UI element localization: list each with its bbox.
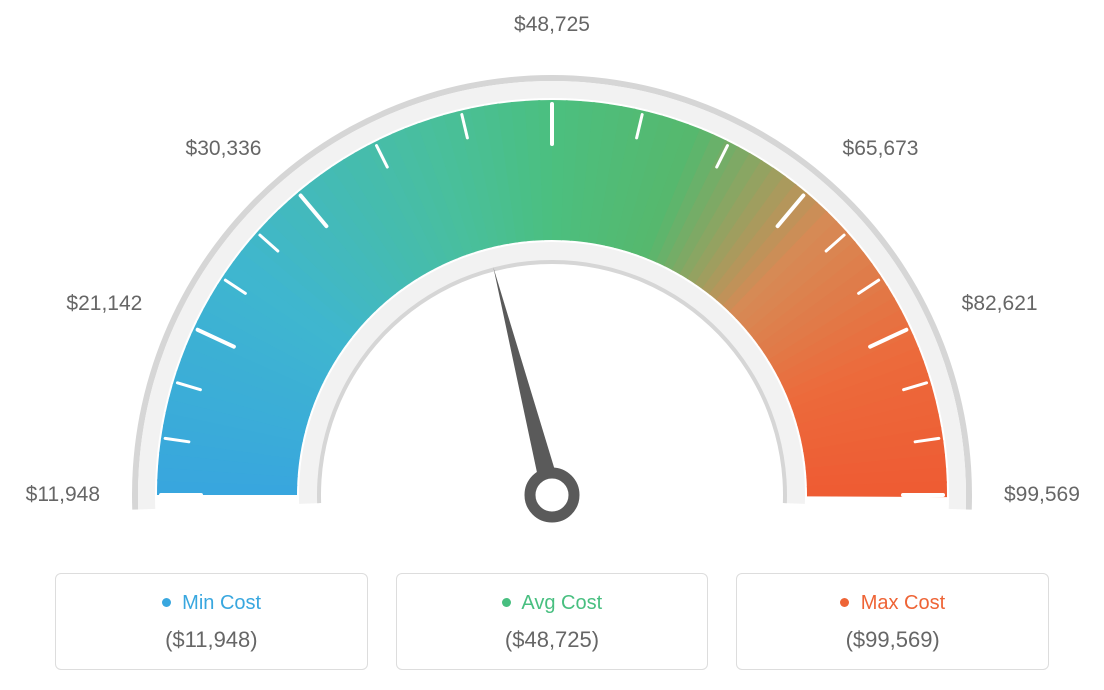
cost-gauge-container: $11,948 $21,142 $30,336 $48,725 $65,673 $82,6… <box>0 0 1104 690</box>
legend-avg-title: Avg Cost <box>407 592 698 615</box>
legend-max-label: Max Cost <box>861 592 945 614</box>
scale-label: $30,336 <box>186 137 262 161</box>
legend-card-min: Min Cost ($11,948) <box>55 573 368 670</box>
scale-label: $99,569 <box>1004 483 1080 507</box>
scale-label: $82,621 <box>962 292 1038 316</box>
legend-min-label: Min Cost <box>182 592 261 614</box>
legend-avg-dot <box>502 598 511 607</box>
legend-row: Min Cost ($11,948) Avg Cost ($48,725) Ma… <box>0 573 1104 670</box>
legend-min-dot <box>162 598 171 607</box>
scale-label: $21,142 <box>66 292 142 316</box>
legend-max-dot <box>840 598 849 607</box>
legend-avg-value: ($48,725) <box>407 627 698 653</box>
legend-max-value: ($99,569) <box>747 627 1038 653</box>
scale-label: $11,948 <box>26 483 100 507</box>
legend-card-avg: Avg Cost ($48,725) <box>396 573 709 670</box>
scale-label: $65,673 <box>843 137 919 161</box>
legend-min-value: ($11,948) <box>66 627 357 653</box>
gauge-svg <box>0 0 1104 560</box>
legend-avg-label: Avg Cost <box>521 592 602 614</box>
gauge-area: $11,948 $21,142 $30,336 $48,725 $65,673 $82,6… <box>0 0 1104 560</box>
legend-min-title: Min Cost <box>66 592 357 615</box>
scale-label: $48,725 <box>514 13 590 37</box>
legend-max-title: Max Cost <box>747 592 1038 615</box>
legend-card-max: Max Cost ($99,569) <box>736 573 1049 670</box>
